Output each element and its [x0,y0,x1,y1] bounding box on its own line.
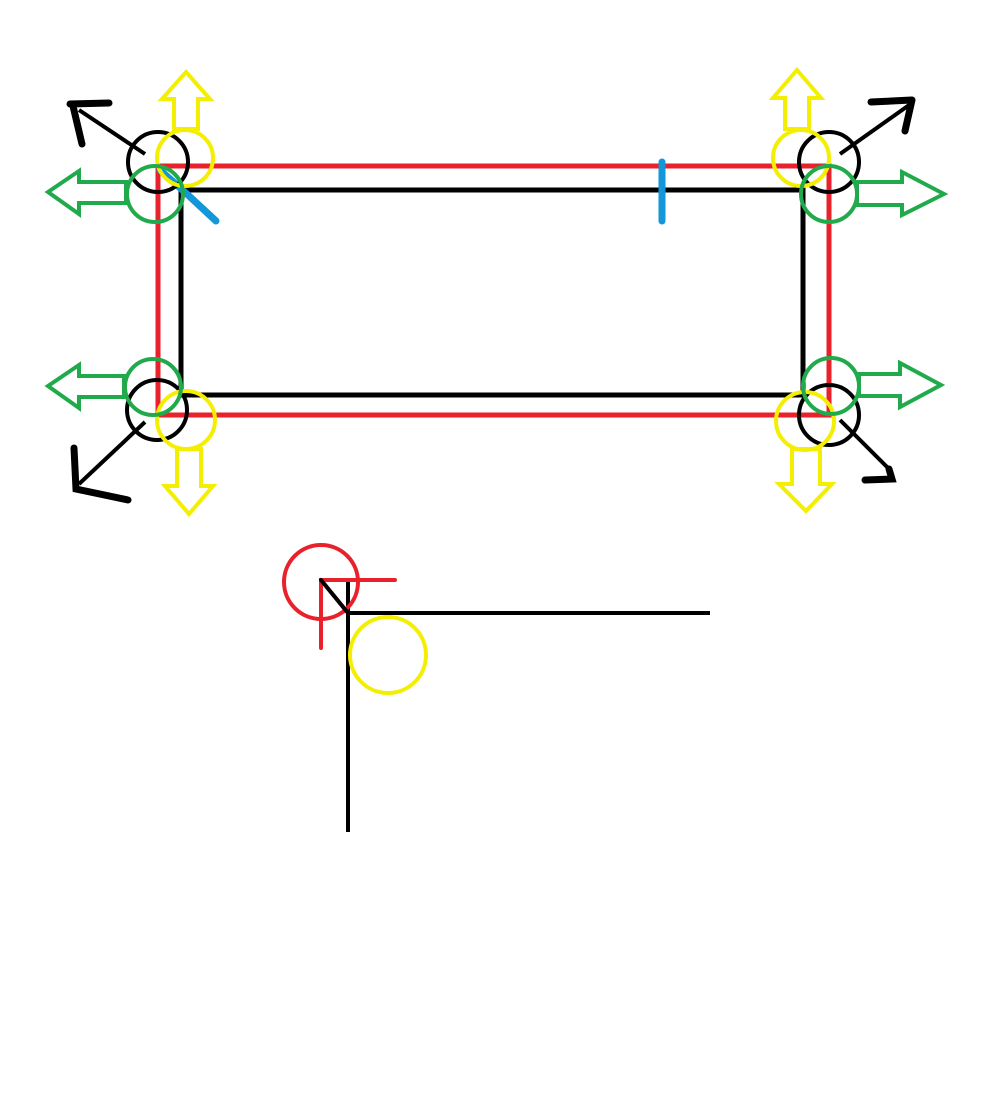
corner-handle-bottom-right [774,356,946,514]
detail-yellow-handle [348,615,428,695]
corner-handle-top-right [768,66,949,224]
outer-red-rectangle [155,163,832,418]
blue-diagonal-mark [156,166,220,225]
detail-black-diagonal [319,578,350,615]
corner-handle-bottom-left [44,357,218,518]
corner-detail [282,543,710,832]
detail-black-corner [346,580,710,832]
inner-black-rectangle [178,187,806,398]
corner-handle-top-left [44,68,215,224]
